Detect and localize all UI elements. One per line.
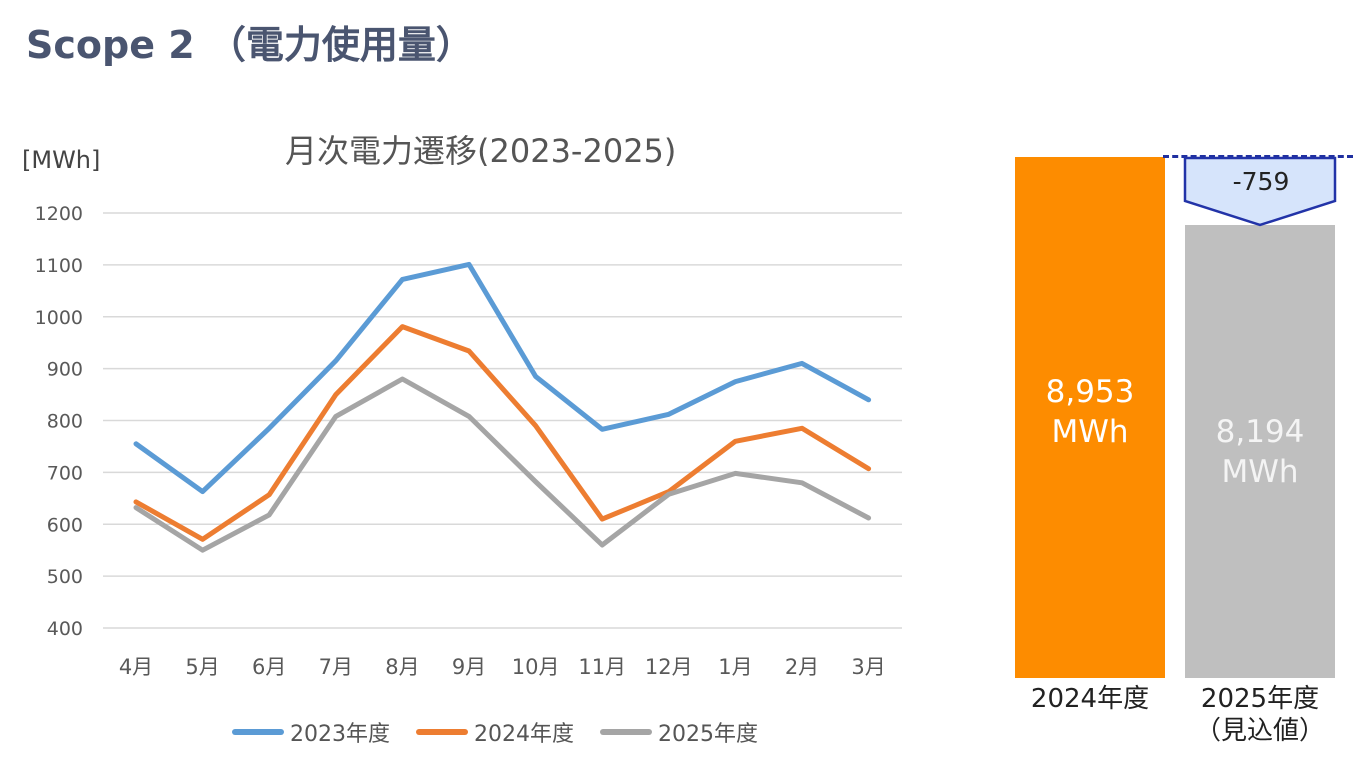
x-axis-ticks: 4月 5月 6月 7月 8月 9月 10月 11月 12月 1月 2月 3月 [119, 655, 886, 679]
y-tick-label: 500 [47, 566, 83, 588]
y-tick-label: 600 [47, 514, 83, 536]
bar-value-2025: 8,194 [1215, 413, 1305, 450]
legend-label-2023: 2023年度 [290, 722, 390, 747]
bar-category-note-2025: （見込値） [1194, 716, 1325, 746]
reduction-value-label: -759 [1232, 167, 1290, 196]
x-tick-label: 8月 [385, 655, 419, 679]
y-tick-label: 800 [47, 411, 83, 433]
x-tick-label: 1月 [718, 655, 752, 679]
y-tick-label: 1200 [35, 203, 83, 225]
reduction-arrow [1183, 156, 1337, 227]
bar-unit-2025: MWh [1221, 453, 1299, 490]
bar-category-2024: 2024年度 [1030, 684, 1150, 714]
legend-item-2023: 2023年度 [232, 716, 390, 748]
y-tick-label: 1100 [35, 255, 83, 277]
x-tick-label: 12月 [645, 655, 693, 679]
chart-legend: 2023年度 2024年度 2025年度 [232, 716, 758, 748]
legend-swatch-2024 [416, 729, 468, 735]
series-lines [133, 261, 872, 553]
page-title: Scope 2 （電力使用量） [26, 23, 474, 67]
x-tick-label: 7月 [319, 655, 353, 679]
y-tick-label: 700 [47, 462, 83, 484]
series-line-0 [133, 261, 872, 495]
y-tick-label: 1000 [35, 307, 83, 329]
series-line-1 [133, 324, 872, 542]
y-tick-label: 400 [47, 618, 83, 640]
x-tick-label: 3月 [851, 655, 885, 679]
bar-2024: 8,953 MWh [1015, 157, 1165, 678]
baseline-dashed-line [1163, 155, 1353, 158]
bar-unit-2024: MWh [1051, 413, 1129, 450]
bar-2025: 8,194 MWh [1185, 225, 1335, 678]
series-line-2 [133, 376, 872, 553]
x-tick-label: 10月 [512, 655, 560, 679]
legend-swatch-2023 [232, 729, 284, 735]
x-tick-label: 4月 [119, 655, 153, 679]
x-tick-label: 5月 [185, 655, 219, 679]
legend-label-2025: 2025年度 [658, 722, 758, 747]
x-tick-label: 6月 [252, 655, 286, 679]
bar-category-label-2024: 2024年度 [1005, 683, 1175, 715]
legend-item-2025: 2025年度 [600, 716, 758, 748]
grid-lines [103, 212, 902, 629]
x-tick-label: 11月 [578, 655, 626, 679]
legend-label-2024: 2024年度 [474, 722, 574, 747]
bar-value-2024: 8,953 [1045, 373, 1135, 410]
bar-category-label-2025: 2025年度 （見込値） [1175, 683, 1345, 747]
x-tick-label: 9月 [452, 655, 486, 679]
legend-item-2024: 2024年度 [416, 716, 574, 748]
bar-category-2025: 2025年度 [1200, 684, 1320, 714]
reduction-arrow-shape [1183, 156, 1337, 227]
legend-swatch-2025 [600, 729, 652, 735]
chart-title: 月次電力遷移(2023-2025) [285, 132, 677, 170]
y-tick-label: 900 [47, 359, 83, 381]
y-axis-ticks: 1200 1100 1000 900 800 700 600 500 400 [35, 203, 83, 640]
y-axis-unit-label: [MWh] [22, 146, 101, 174]
x-tick-label: 2月 [785, 655, 819, 679]
